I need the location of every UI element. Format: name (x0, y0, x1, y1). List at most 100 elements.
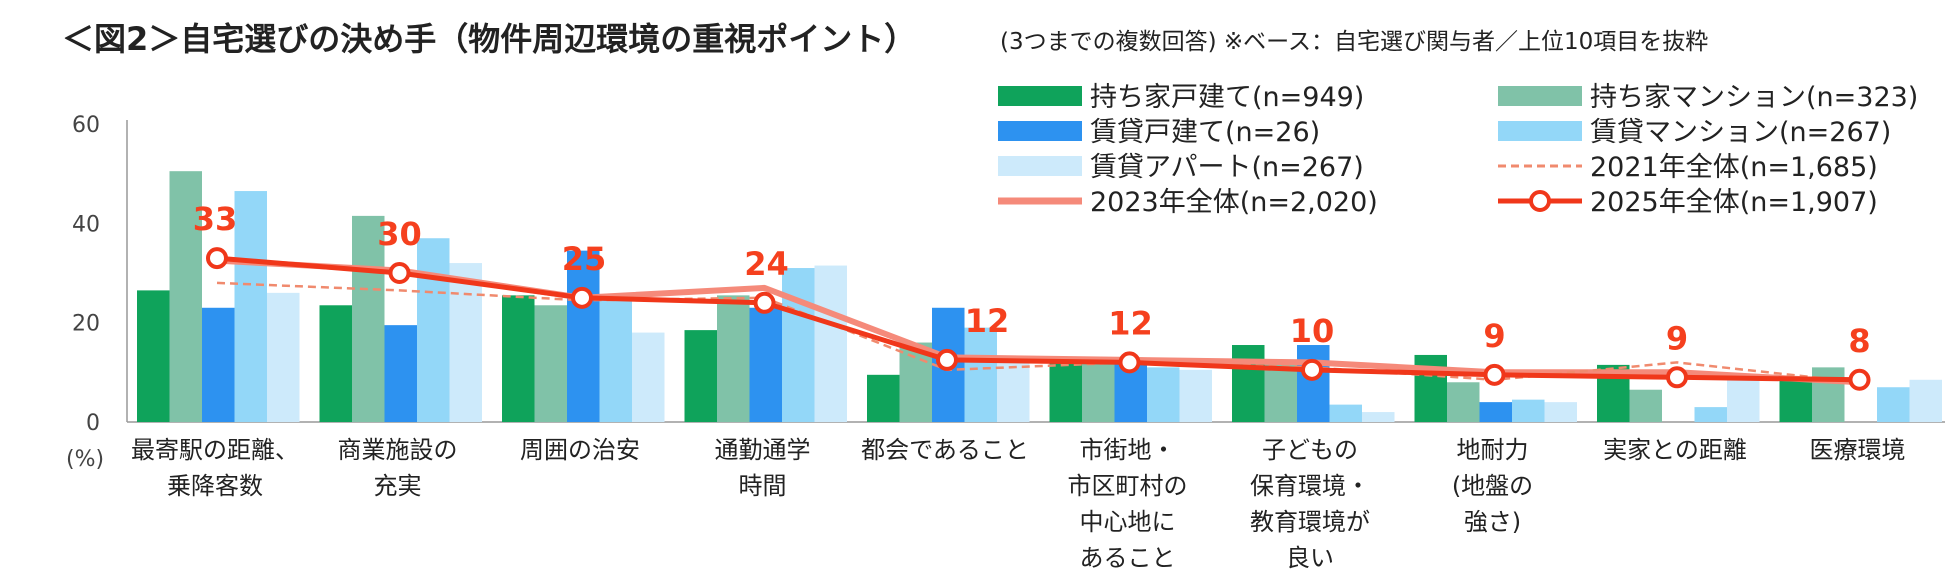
bar-5-9 (1727, 377, 1760, 422)
bar-1-8 (1414, 354, 1447, 422)
legend-label-2: 持ち家マンション(n=323) (1590, 82, 1918, 113)
bar-4-4 (782, 268, 815, 422)
bar-4-2 (417, 238, 450, 422)
y-tick-label: 40 (72, 212, 100, 237)
legend-swatch-1 (998, 86, 1082, 106)
data-label-2025-7: 10 (1290, 312, 1335, 350)
x-category-label-4: 通勤通学時間 (715, 436, 811, 500)
bar-3-8 (1479, 402, 1512, 422)
line-2021 (216, 281, 1860, 384)
x-category-label-7: 子どもの保育環境・教育環境が良い (1250, 436, 1370, 572)
legend-label-3: 賃貸戸建て(n=26) (1090, 117, 1320, 148)
x-category-label-line: 通勤通学 (715, 436, 811, 464)
bar-4-3 (599, 300, 632, 422)
x-category-label-line: 時間 (739, 472, 787, 500)
bar-3-2 (384, 325, 417, 422)
x-category-label-line: 地耐力 (1457, 436, 1529, 464)
y-axis-unit-label: (%) (66, 447, 104, 472)
x-category-label-line: 市区町村の (1068, 472, 1188, 500)
legend-swatch-8-marker (1529, 190, 1551, 212)
bar-4-10 (1877, 387, 1910, 422)
bar-2-7 (1264, 362, 1297, 422)
x-category-label-line: 子どもの (1262, 436, 1358, 464)
bar-1-5 (867, 374, 900, 422)
bar-3-1 (202, 307, 235, 422)
point-2025-9 (1666, 366, 1688, 389)
x-category-label-line: 良い (1286, 544, 1334, 572)
bar-5-3 (632, 332, 665, 422)
bar-5-4 (814, 265, 847, 422)
bar-2-3 (534, 305, 567, 422)
bar-1-6 (1049, 362, 1082, 422)
data-label-2025-9: 9 (1666, 319, 1688, 357)
data-label-2025-6: 12 (1108, 304, 1153, 342)
point-2025-6 (1118, 351, 1141, 374)
y-tick-label: 60 (72, 113, 100, 138)
data-label-2025-10: 8 (1848, 322, 1870, 360)
bar-1-1 (137, 290, 170, 422)
legend-label-1: 持ち家戸建て(n=949) (1090, 82, 1364, 113)
x-category-label-line: 都会であること (861, 436, 1029, 464)
bar-3-3 (567, 250, 600, 422)
bar-2-8 (1447, 382, 1480, 422)
chart-title: ＜図2＞自宅選びの決め手（物件周辺環境の重視ポイント） (62, 20, 917, 58)
data-label-2025-2: 30 (377, 215, 422, 253)
legend-label-5: 賃貸アパート(n=267) (1090, 152, 1364, 183)
bar-4-9 (1694, 407, 1727, 422)
bar-5-8 (1544, 402, 1577, 422)
x-category-label-2: 商業施設の充実 (338, 436, 458, 500)
line-2025 (216, 255, 1860, 383)
point-2025-10 (1848, 368, 1871, 391)
legend-label-7: 2023年全体(n=2,020) (1090, 187, 1378, 218)
legend-swatch-4 (1498, 121, 1582, 141)
legend-label-4: 賃貸マンション(n=267) (1590, 117, 1891, 148)
y-tick-label: 0 (86, 411, 100, 436)
data-label-2025-8: 9 (1483, 317, 1505, 355)
bar-2-1 (169, 171, 202, 422)
bar-3-4 (749, 307, 782, 422)
legend-swatch-2 (1498, 86, 1582, 106)
legend-label-8: 2025年全体(n=1,907) (1590, 187, 1878, 218)
bar-2-9 (1629, 389, 1662, 422)
bar-1-4 (684, 330, 717, 422)
legend-swatch-5 (998, 156, 1082, 176)
x-category-label-line: あること (1080, 544, 1176, 572)
x-category-label-line: 実家との距離 (1603, 436, 1747, 464)
bar-2-10 (1812, 367, 1845, 422)
x-category-label-6: 市街地・市区町村の中心地にあること (1068, 436, 1188, 572)
x-category-label-line: 最寄駅の距離、 (131, 436, 299, 464)
legend-swatch-3 (998, 121, 1082, 141)
bar-4-6 (1147, 367, 1180, 422)
bar-3-7 (1297, 345, 1330, 422)
point-2025-8 (1483, 363, 1506, 386)
bar-4-1 (234, 191, 267, 422)
x-category-label-line: 強さ) (1464, 508, 1521, 536)
bar-5-5 (997, 359, 1030, 422)
x-category-label-line: 医療環境 (1810, 436, 1906, 464)
data-label-2025-4: 24 (744, 245, 789, 283)
x-category-label-1: 最寄駅の距離、乗降客数 (131, 436, 299, 500)
point-2025-4 (753, 291, 776, 314)
bar-5-2 (449, 263, 482, 422)
point-2025-5 (936, 348, 958, 371)
data-label-2025-3: 25 (562, 240, 607, 278)
x-category-label-line: 商業施設の (338, 436, 458, 464)
bar-4-5 (964, 327, 997, 422)
x-category-label-9: 実家との距離 (1603, 436, 1747, 464)
x-category-label-line: 充実 (374, 472, 422, 500)
data-label-2025-5: 12 (965, 302, 1010, 340)
data-label-2025-1: 33 (193, 200, 238, 238)
bar-2-2 (352, 215, 385, 422)
bar-2-4 (717, 295, 750, 422)
bar-5-7 (1362, 412, 1395, 422)
legend-label-6: 2021年全体(n=1,685) (1590, 152, 1878, 183)
x-category-label-8: 地耐力 (地盤の強さ) (1452, 436, 1533, 536)
bar-5-1 (267, 292, 300, 422)
bar-2-6 (1082, 362, 1115, 422)
x-category-label-3: 周囲の治安 (520, 436, 640, 464)
point-2025-7 (1301, 358, 1323, 381)
bar-5-6 (1179, 369, 1212, 422)
x-category-label-line: 乗降客数 (167, 472, 263, 500)
x-category-label-10: 医療環境 (1810, 436, 1906, 464)
